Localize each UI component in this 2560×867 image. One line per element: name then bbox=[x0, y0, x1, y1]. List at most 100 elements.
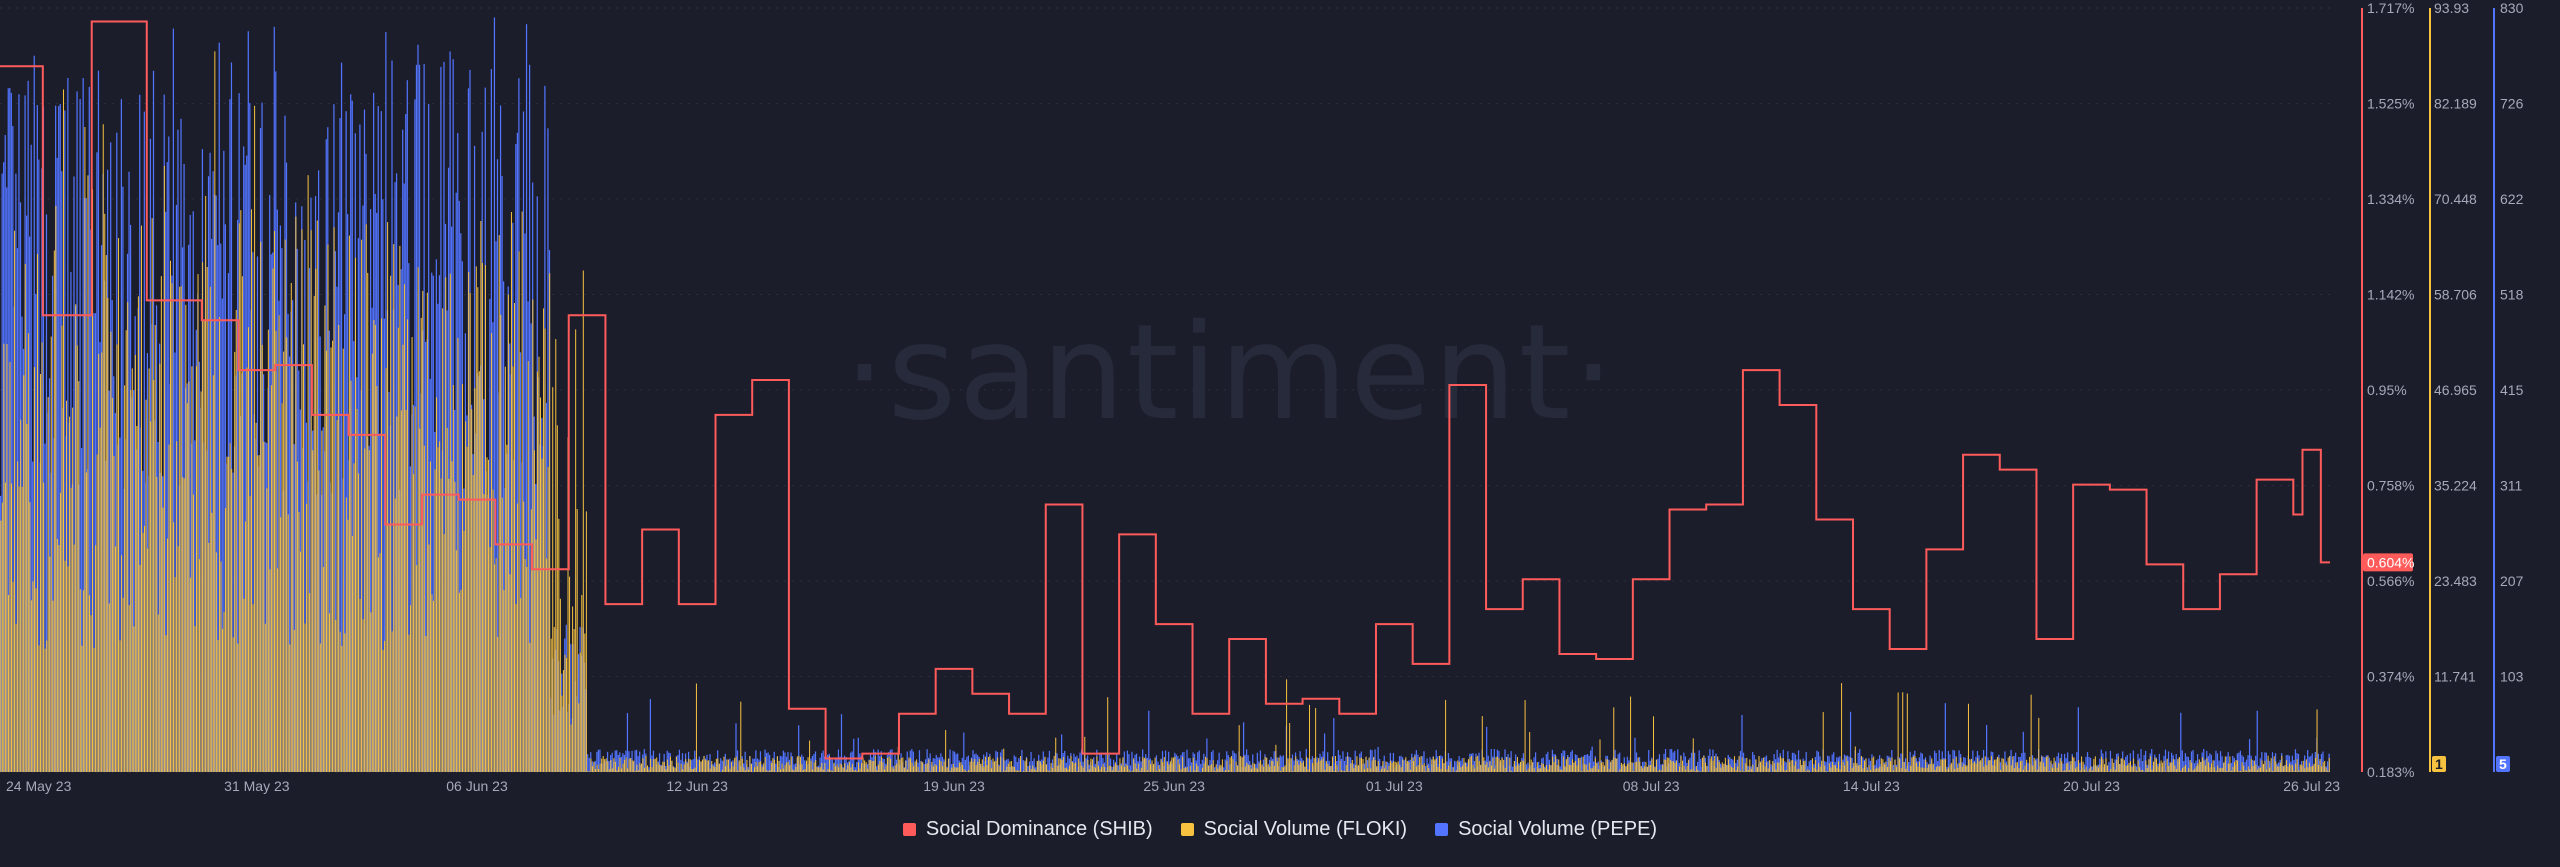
floki-volume-bar bbox=[1538, 768, 1540, 772]
floki-volume-bar bbox=[1328, 766, 1330, 772]
floki-volume-bar bbox=[1923, 768, 1925, 772]
pepe-tick-label: 207 bbox=[2500, 573, 2524, 589]
floki-volume-bar bbox=[2042, 762, 2044, 772]
pepe-volume-bar bbox=[1796, 759, 1798, 772]
floki-volume-bar bbox=[2091, 770, 2093, 772]
floki-volume-bar bbox=[322, 567, 324, 772]
legend-item-pepe[interactable]: Social Volume (PEPE) bbox=[1435, 818, 1657, 841]
pepe-volume-bar bbox=[359, 124, 361, 772]
legend-item-shib[interactable]: Social Dominance (SHIB) bbox=[902, 818, 1153, 841]
pepe-volume-bar bbox=[2086, 752, 2089, 772]
pepe-volume-bar bbox=[362, 205, 364, 772]
floki-volume-bar bbox=[358, 473, 360, 772]
floki-volume-bar bbox=[1793, 765, 1795, 772]
floki-volume-bar bbox=[1208, 765, 1210, 772]
floki-volume-bar bbox=[1492, 757, 1494, 772]
legend-item-floki[interactable]: Social Volume (FLOKI) bbox=[1180, 818, 1407, 841]
floki-volume-bar bbox=[1987, 760, 1989, 772]
floki-volume-bar bbox=[885, 765, 887, 772]
floki-volume-bar bbox=[845, 769, 847, 772]
pepe-volume-bar bbox=[1972, 750, 1974, 772]
pepe-volume-bar bbox=[2232, 755, 2234, 772]
pepe-volume-bar bbox=[1065, 762, 1067, 772]
shib-tick-label: 1.334% bbox=[2367, 191, 2414, 207]
floki-volume-bar bbox=[1773, 763, 1775, 772]
floki-volume-bar bbox=[784, 765, 786, 772]
floki-volume-bar bbox=[252, 604, 254, 772]
pepe-volume-bar bbox=[1369, 749, 1372, 772]
floki-volume-bar bbox=[2304, 768, 2306, 772]
floki-volume-bar bbox=[503, 590, 505, 772]
pepe-volume-bar bbox=[1568, 757, 1570, 772]
floki-volume-bar bbox=[1335, 756, 1337, 772]
floki-volume-bar bbox=[1442, 758, 1444, 772]
floki-volume-bar bbox=[2243, 765, 2245, 772]
pepe-volume-bar bbox=[1810, 759, 1812, 772]
floki-volume-bar bbox=[1778, 762, 1780, 772]
floki-volume-bar bbox=[614, 761, 616, 772]
pepe-volume-bar bbox=[133, 390, 135, 772]
pepe-volume-bar bbox=[1198, 750, 1200, 772]
floki-volume-bar bbox=[2318, 764, 2320, 772]
floki-volume-bar bbox=[1307, 769, 1309, 772]
floki-volume-bar bbox=[2137, 760, 2139, 772]
floki-volume-bar bbox=[1501, 757, 1503, 772]
floki-volume-bar bbox=[1599, 739, 1601, 772]
floki-volume-bar bbox=[380, 318, 382, 772]
floki-volume-bar bbox=[1322, 757, 1324, 772]
pepe-volume-bar bbox=[1660, 764, 1662, 772]
floki-volume-bar bbox=[2097, 767, 2099, 772]
floki-volume-bar bbox=[507, 294, 509, 772]
floki-volume-bar bbox=[2113, 762, 2115, 772]
floki-volume-bar bbox=[1218, 765, 1220, 772]
pepe-volume-bar bbox=[67, 77, 69, 772]
floki-volume-bar bbox=[186, 403, 188, 772]
floki-volume-bar bbox=[1738, 756, 1740, 772]
floki-volume-bar bbox=[561, 695, 563, 772]
floki-volume-bar bbox=[3, 343, 5, 772]
pepe-volume-bar bbox=[2322, 751, 2324, 772]
floki-volume-bar bbox=[731, 761, 733, 772]
floki-volume-bar bbox=[582, 270, 584, 772]
floki-volume-bar bbox=[1281, 767, 1283, 772]
floki-volume-bar bbox=[1888, 758, 1890, 772]
floki-volume-bar bbox=[1653, 716, 1655, 772]
floki-volume-bar bbox=[1321, 759, 1323, 772]
pepe-volume-bar bbox=[891, 749, 893, 772]
floki-volume-bar bbox=[2302, 760, 2304, 772]
pepe-volume-bar bbox=[119, 437, 121, 772]
pepe-volume-bar bbox=[912, 751, 914, 772]
floki-volume-bar bbox=[1088, 769, 1090, 772]
floki-volume-bar bbox=[260, 241, 262, 772]
floki-volume-bar bbox=[575, 329, 577, 772]
pepe-volume-bar bbox=[528, 64, 531, 772]
floki-volume-bar bbox=[1665, 759, 1667, 772]
floki-volume-bar bbox=[1267, 764, 1269, 772]
pepe-volume-bar bbox=[709, 754, 711, 772]
floki-volume-bar bbox=[1643, 766, 1645, 772]
floki-volume-bar bbox=[1221, 759, 1223, 772]
pepe-volume-bar bbox=[1833, 752, 1835, 772]
floki-volume-bar bbox=[521, 211, 523, 773]
pepe-volume-bar bbox=[51, 275, 54, 772]
floki-volume-bar bbox=[2079, 770, 2081, 772]
floki-volume-bar bbox=[344, 633, 346, 772]
floki-volume-bar bbox=[2064, 770, 2066, 772]
floki-volume-bar bbox=[1628, 762, 1630, 772]
floki-volume-bar bbox=[721, 769, 723, 772]
pepe-volume-bar bbox=[1168, 751, 1170, 772]
floki-volume-bar bbox=[975, 765, 977, 772]
floki-volume-bar bbox=[118, 238, 120, 773]
floki-volume-bar bbox=[1419, 757, 1421, 772]
floki-volume-bar bbox=[1908, 771, 1910, 772]
pepe-volume-bar bbox=[1807, 766, 1809, 772]
floki-volume-bar bbox=[2071, 756, 2073, 772]
pepe-volume-bar bbox=[1926, 762, 1928, 772]
floki-volume-bar bbox=[144, 526, 146, 772]
pepe-volume-bar bbox=[431, 272, 433, 772]
floki-volume-bar bbox=[1388, 765, 1390, 772]
floki-volume-bar bbox=[50, 336, 52, 772]
floki-volume-bar bbox=[1831, 761, 1833, 772]
pepe-volume-bar bbox=[2242, 756, 2245, 772]
floki-volume-bar bbox=[1623, 763, 1625, 772]
